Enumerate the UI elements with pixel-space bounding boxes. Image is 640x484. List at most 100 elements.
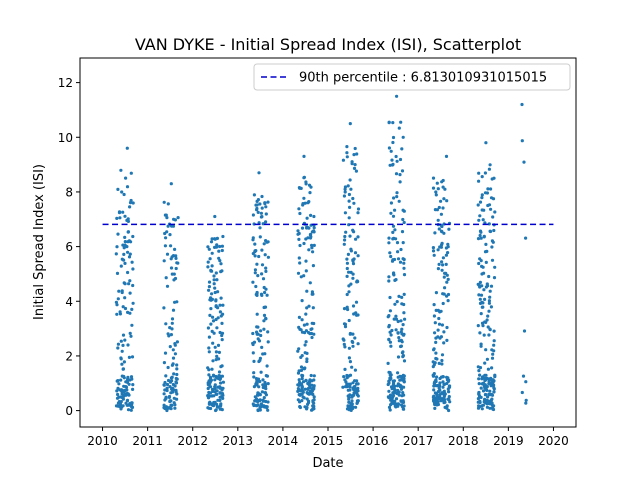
data-point: [520, 390, 524, 395]
data-point: [305, 357, 309, 361]
data-point: [298, 243, 302, 248]
data-point: [477, 369, 481, 373]
data-point: [446, 387, 450, 391]
data-point: [309, 232, 313, 236]
data-point: [175, 340, 179, 344]
data-point: [212, 394, 216, 398]
data-point: [481, 389, 486, 393]
data-point: [217, 256, 221, 260]
data-point: [215, 376, 219, 380]
data-point: [445, 338, 449, 342]
data-point: [483, 297, 487, 301]
data-point: [487, 301, 491, 305]
x-axis-label: Date: [312, 456, 343, 471]
data-point: [131, 383, 135, 387]
data-point: [263, 290, 267, 295]
data-point: [173, 406, 177, 410]
data-point: [389, 333, 393, 337]
data-point: [172, 401, 176, 405]
data-point: [489, 305, 493, 309]
data-point: [297, 186, 301, 190]
data-point: [432, 381, 436, 385]
data-point: [434, 378, 438, 382]
data-point: [402, 273, 407, 277]
data-point: [306, 401, 311, 405]
data-point: [262, 305, 266, 310]
data-point: [256, 403, 260, 407]
data-point: [489, 284, 494, 288]
data-point: [351, 332, 355, 336]
data-point: [400, 327, 404, 331]
data-point: [307, 383, 311, 387]
data-point: [355, 379, 359, 383]
data-point: [207, 346, 211, 350]
data-point: [432, 388, 436, 392]
data-point: [303, 351, 307, 355]
data-point: [116, 342, 120, 346]
data-point: [446, 277, 450, 281]
data-point: [492, 404, 496, 408]
data-point: [169, 376, 173, 380]
data-point: [401, 373, 405, 377]
data-point: [260, 248, 264, 252]
data-point: [342, 242, 346, 246]
data-point: [346, 307, 350, 312]
data-point: [170, 255, 174, 259]
data-point: [264, 287, 268, 291]
data-point: [391, 230, 395, 234]
data-point: [266, 382, 270, 386]
data-point: [219, 314, 223, 318]
data-point: [176, 216, 180, 220]
data-point: [130, 355, 135, 359]
data-point: [164, 213, 168, 217]
data-point: [395, 195, 399, 199]
data-point: [482, 288, 486, 292]
data-point: [123, 392, 127, 396]
data-point: [394, 317, 399, 321]
data-point: [208, 257, 212, 261]
data-point: [176, 261, 180, 265]
data-point: [476, 397, 480, 401]
data-point: [123, 240, 127, 244]
data-point: [214, 358, 218, 362]
data-point: [122, 281, 126, 285]
data-point: [218, 407, 222, 411]
data-point: [264, 374, 268, 378]
data-point: [347, 346, 351, 350]
data-point: [431, 186, 436, 190]
data-point: [345, 266, 349, 271]
data-point: [300, 299, 304, 303]
data-point: [476, 365, 480, 369]
data-point: [351, 344, 355, 348]
data-point: [129, 198, 133, 203]
data-point: [482, 234, 486, 238]
data-point: [261, 277, 266, 281]
data-point: [396, 371, 400, 375]
data-point: [483, 393, 487, 397]
data-point: [521, 374, 526, 378]
data-point: [162, 406, 166, 410]
data-point: [442, 275, 446, 279]
data-point: [431, 246, 435, 250]
data-point: [343, 322, 347, 326]
data-point: [116, 297, 120, 301]
data-point: [122, 246, 126, 250]
data-point: [520, 102, 524, 107]
data-point: [348, 385, 352, 389]
data-point: [310, 246, 314, 250]
data-point: [402, 257, 406, 262]
data-point: [170, 321, 174, 325]
data-point: [299, 365, 304, 369]
data-point: [395, 94, 399, 98]
x-tick-label: 2014: [268, 434, 299, 448]
data-point: [441, 185, 445, 189]
data-point: [308, 281, 312, 285]
data-point: [348, 205, 352, 209]
data-point: [482, 208, 486, 212]
data-point: [300, 385, 304, 389]
data-point: [206, 260, 210, 264]
data-point: [256, 274, 260, 278]
data-point: [175, 377, 179, 381]
data-point: [129, 171, 133, 175]
